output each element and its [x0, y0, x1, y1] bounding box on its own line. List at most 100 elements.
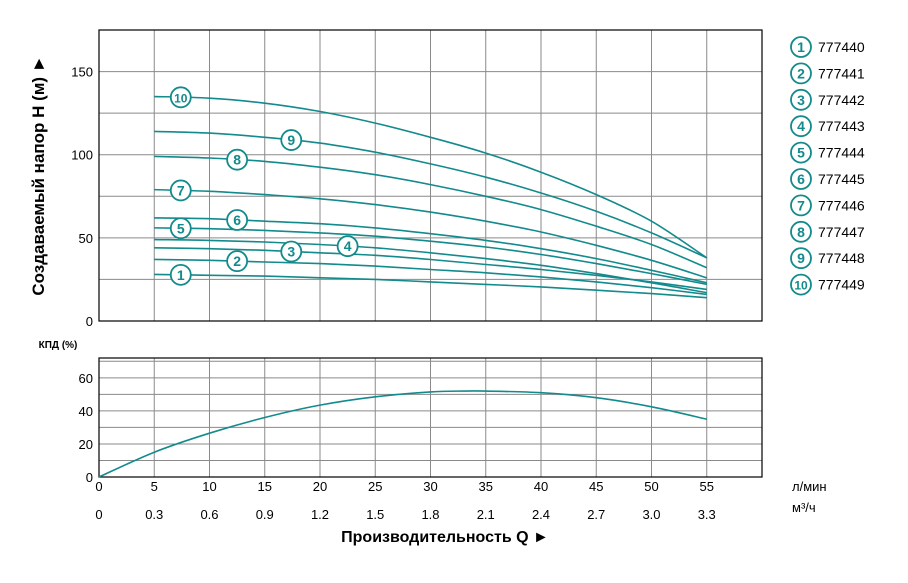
- head-curve-8: [154, 155, 708, 269]
- x-tick-label-lpm: 25: [368, 479, 382, 494]
- efficiency-y-tick-labels: 0 20 40 60: [79, 371, 93, 485]
- legend-item-10: 10 777449: [790, 273, 865, 296]
- legend-item-2: 2 777441: [790, 62, 865, 85]
- x-tick-label-lpm: 55: [700, 479, 714, 494]
- x-tick-label-lpm: 40: [534, 479, 548, 494]
- curve-badge-label: 7: [177, 182, 185, 198]
- x-tick-label-m3h: 2.7: [587, 507, 605, 522]
- legend-badge-circle: [790, 88, 812, 111]
- curve-badge-circle: [226, 209, 249, 231]
- efficiency-y-tick-label: 60: [79, 371, 93, 386]
- curve-badge-6: 6: [226, 209, 249, 231]
- curve-badge-circle: [169, 179, 192, 202]
- legend-badge-label: 5: [797, 145, 805, 161]
- legend-series-name: 777442: [818, 92, 865, 108]
- x-tick-label-m3h: 0.9: [256, 507, 274, 522]
- curve-badge-circle: [169, 86, 192, 109]
- curve-badge-4: 4: [336, 235, 359, 258]
- legend-badge-label: 2: [797, 65, 805, 81]
- efficiency-gridlines: [99, 358, 762, 477]
- x-axis-label: Производительность Q ►: [341, 529, 549, 546]
- legend-badge-circle: [790, 36, 812, 58]
- curve-badge-1: 1: [169, 263, 192, 286]
- x-tick-label-lpm: 0: [95, 479, 102, 494]
- legend-badge-label: 8: [797, 224, 805, 240]
- curve-badge-label: 1: [177, 267, 185, 283]
- head-y-tick-labels: 0 50 100 150: [71, 65, 93, 329]
- head-curve-9: [154, 130, 708, 259]
- x-tick-label-m3h: 0.6: [200, 507, 218, 522]
- curve-badge-label: 4: [344, 238, 352, 254]
- x-tick-label-lpm: 50: [644, 479, 658, 494]
- curve-badge-circle: [336, 235, 359, 258]
- legend-badge-label: 1: [797, 39, 805, 55]
- head-curve-3: [154, 247, 707, 291]
- curve-badge-circle: [226, 250, 249, 273]
- curve-badge-label: 6: [233, 212, 241, 228]
- legend-badge-label: 4: [797, 118, 805, 134]
- legend-item-1: 1 777440: [790, 36, 865, 58]
- head-y-tick-label: 50: [79, 231, 93, 246]
- curve-badge-circle: [280, 240, 303, 263]
- legend-badge-circle: [790, 168, 812, 190]
- x-tick-label-m3h: 1.2: [311, 507, 329, 522]
- x-tick-label-m3h: 3.0: [642, 507, 660, 522]
- curve-badge-5: 5: [169, 217, 192, 240]
- head-curve-10: [154, 95, 708, 259]
- x-tick-labels-m3h: 0 0.3 0.6 0.9 1.2 1.5 1.8 2.1 2.4 2.7 3.0 3.3: [95, 507, 715, 522]
- legend: 1 777440 2 777441 3 777442 4 777443 5 777444 6 7774…: [790, 36, 865, 296]
- curve-badge-3: 3: [280, 240, 303, 263]
- efficiency-curve: [98, 390, 707, 478]
- legend-badge-circle: [790, 194, 812, 217]
- curve-badge-8: 8: [226, 148, 249, 171]
- x-tick-label-lpm: 20: [313, 479, 327, 494]
- legend-badge-label: 10: [794, 279, 808, 293]
- head-y-tick-label: 150: [71, 65, 93, 80]
- legend-series-name: 777445: [818, 171, 865, 187]
- efficiency-plot-frame: [98, 357, 763, 478]
- head-y-axis-label: Создаваемый напор Н (м) ►: [29, 55, 48, 295]
- curve-badge-label: 10: [174, 91, 188, 105]
- head-chart-panel: 0 50 100 150 1 2 3 4 5 6 7 8 9 10 Создаваемый напор …: [29, 29, 763, 329]
- legend-badge-circle: [790, 247, 812, 270]
- x-unit-m3h: м³/ч: [792, 500, 816, 515]
- x-tick-label-m3h: 1.8: [421, 507, 439, 522]
- efficiency-y-tick-label: 40: [79, 404, 93, 419]
- legend-series-name: 777444: [818, 145, 865, 161]
- legend-series-name: 777440: [818, 39, 865, 55]
- x-tick-label-m3h: 2.4: [532, 507, 550, 522]
- head-curve-badges: 1 2 3 4 5 6 7 8 9 10: [169, 86, 359, 286]
- efficiency-y-tick-label: 20: [79, 437, 93, 452]
- x-tick-label-m3h: 3.3: [698, 507, 716, 522]
- curve-badge-circle: [226, 148, 249, 171]
- head-gridlines: [99, 30, 762, 321]
- legend-series-name: 777443: [818, 118, 865, 134]
- head-curves: [154, 95, 708, 299]
- x-tick-label-m3h: 0.3: [145, 507, 163, 522]
- head-curve-6: [154, 217, 707, 284]
- head-curve-7: [154, 188, 708, 279]
- legend-series-name: 777448: [818, 250, 865, 266]
- x-tick-label-lpm: 5: [151, 479, 158, 494]
- x-tick-label-m3h: 1.5: [366, 507, 384, 522]
- x-tick-label-m3h: 0: [95, 507, 102, 522]
- curve-badge-2: 2: [226, 250, 249, 273]
- curve-badge-circle: [280, 129, 303, 151]
- legend-item-5: 5 777444: [790, 141, 865, 164]
- legend-badge-circle: [790, 273, 812, 296]
- curve-badge-circle: [169, 217, 192, 240]
- legend-badge-circle: [790, 62, 812, 85]
- curve-badge-label: 3: [287, 244, 295, 260]
- x-tick-label-m3h: 2.1: [477, 507, 495, 522]
- curve-badge-circle: [169, 263, 192, 286]
- legend-item-7: 7 777446: [790, 194, 865, 217]
- legend-badge-label: 6: [797, 171, 805, 187]
- x-tick-label-lpm: 35: [479, 479, 493, 494]
- legend-series-name: 777449: [818, 277, 865, 293]
- head-curve-4: [154, 238, 707, 294]
- legend-badge-circle: [790, 115, 812, 138]
- x-tick-label-lpm: 45: [589, 479, 603, 494]
- head-y-tick-label: 100: [71, 148, 93, 163]
- efficiency-curves: [98, 390, 707, 478]
